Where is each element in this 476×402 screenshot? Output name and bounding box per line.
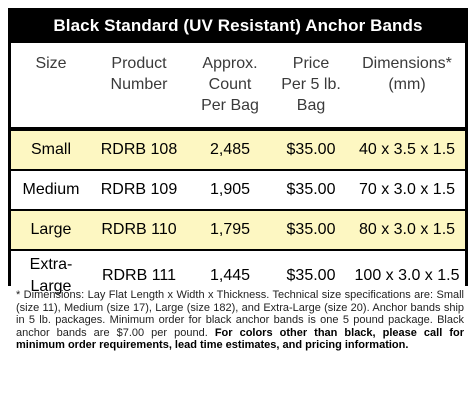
anchor-bands-table: Black Standard (UV Resistant) Anchor Ban…: [8, 8, 468, 301]
product-number-cell: RDRB 108: [100, 141, 178, 158]
header-row: Size Product Number Approx. Count Per Ba…: [11, 43, 465, 127]
product-number-cell: RDRB 111: [101, 267, 177, 284]
price-cell: $35.00: [286, 141, 336, 158]
header-size: Size: [11, 43, 91, 127]
header-divider: [11, 127, 465, 131]
dimensions-cell: 100 x 3.0 x 1.5: [354, 267, 460, 284]
header-price-line-1: Price: [292, 55, 330, 72]
count-cell: 1,795: [209, 221, 251, 238]
price-cell: $35.00: [286, 221, 336, 238]
table-row: Small RDRB 108 2,485 $35.00 40 x 3.5 x 1…: [11, 131, 465, 169]
header-price-line-2: Per 5 lb.: [281, 76, 341, 93]
dimensions-footnote: * Dimensions: Lay Flat Length x Width x …: [16, 289, 464, 352]
product-number-cell: RDRB 109: [100, 181, 178, 198]
header-product-number: Product Number: [91, 43, 187, 127]
footnote-bold-text: For colors other than black, please call…: [16, 326, 464, 352]
header-dimensions-line-1: Dimensions*: [362, 55, 452, 72]
header-count-line-2: Count: [208, 76, 252, 93]
header-product-line-1: Product: [111, 55, 167, 72]
size-cell: Extra- Large: [11, 251, 91, 301]
header-size-line: Size: [35, 55, 67, 72]
header-dimensions: Dimensions* (mm): [349, 43, 465, 127]
table-grid: Size Product Number Approx. Count Per Ba…: [11, 43, 465, 301]
dimensions-cell: 80 x 3.0 x 1.5: [358, 221, 456, 238]
size-cell-line-1: Extra-: [29, 256, 73, 273]
count-cell: 1,905: [209, 181, 251, 198]
header-dimensions-line-2: (mm): [388, 76, 426, 93]
header-count-line-3: Per Bag: [201, 97, 259, 114]
header-count-line-1: Approx.: [202, 55, 258, 72]
size-cell-line-2: Large: [30, 278, 72, 295]
price-cell: $35.00: [286, 181, 336, 198]
table-row: Extra- Large RDRB 111 1,445 $35.00 100 x…: [11, 249, 465, 301]
size-cell: Small: [30, 141, 71, 158]
header-approx-count: Approx. Count Per Bag: [187, 43, 273, 127]
dimensions-cell: 40 x 3.5 x 1.5: [358, 141, 456, 158]
table-title: Black Standard (UV Resistant) Anchor Ban…: [53, 15, 423, 35]
price-cell: $35.00: [286, 267, 336, 284]
size-cell: Medium: [22, 181, 80, 198]
header-price-line-3: Bag: [296, 97, 326, 114]
table-row: Large RDRB 110 1,795 $35.00 80 x 3.0 x 1…: [11, 209, 465, 249]
count-cell: 2,485: [209, 141, 251, 158]
header-product-line-2: Number: [110, 76, 168, 93]
product-number-cell: RDRB 110: [101, 221, 177, 238]
header-price: Price Per 5 lb. Bag: [273, 43, 349, 127]
size-cell: Large: [30, 221, 72, 238]
footnote-text: * Dimensions: Lay Flat Length x Width x …: [16, 289, 464, 339]
table-row: Medium RDRB 109 1,905 $35.00 70 x 3.0 x …: [11, 169, 465, 209]
count-cell: 1,445: [209, 267, 251, 284]
dimensions-cell: 70 x 3.0 x 1.5: [358, 181, 456, 198]
